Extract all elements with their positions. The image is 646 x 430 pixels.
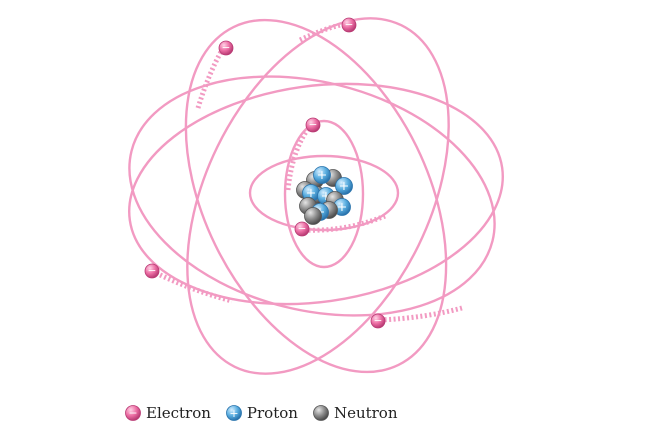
legend: − Electron + Proton Neutron	[124, 402, 412, 424]
svg-text:−: −	[222, 42, 231, 54]
orbit-outer-3	[184, 18, 448, 374]
svg-text:−: −	[128, 407, 137, 420]
legend-proton: + Proton	[225, 404, 298, 422]
svg-text:+: +	[306, 186, 317, 201]
legend-proton-label: Proton	[246, 404, 298, 422]
orbit-group-outer	[128, 17, 504, 375]
trail-inner-bottom	[303, 213, 386, 233]
svg-text:+: +	[339, 179, 350, 194]
trail-left	[150, 268, 233, 304]
svg-text:−: −	[345, 19, 354, 31]
trail-upper-left	[195, 48, 225, 109]
electron-trails	[150, 21, 463, 323]
svg-text:+: +	[229, 407, 238, 420]
orbit-outer-1	[128, 75, 496, 317]
electron-6: −	[370, 313, 386, 329]
svg-text:+: +	[321, 189, 332, 204]
orbit-inner-vertical	[283, 119, 365, 269]
trail-bottom-right	[379, 305, 463, 323]
svg-text:−: −	[374, 315, 383, 327]
legend-neutron: Neutron	[312, 404, 398, 422]
electron-4: −	[294, 221, 310, 237]
neutron-14	[304, 207, 322, 225]
trail-inner-left	[285, 124, 313, 191]
svg-text:−: −	[309, 119, 318, 131]
nucleus: ++++++	[296, 166, 353, 225]
proton-3: +	[313, 166, 331, 184]
svg-text:+: +	[317, 168, 328, 183]
svg-text:−: −	[148, 265, 157, 277]
electron-2: −	[218, 40, 234, 56]
electron-5: −	[144, 263, 160, 279]
legend-electron-label: Electron	[146, 404, 211, 422]
neutron-icon	[313, 405, 329, 421]
legend-neutron-label: Neutron	[333, 404, 398, 422]
electrons: − − − − − −	[144, 17, 386, 329]
electron-icon: −	[125, 405, 141, 421]
svg-text:+: +	[337, 200, 348, 215]
electron-1: −	[341, 17, 357, 33]
proton-icon: +	[226, 405, 242, 421]
svg-text:−: −	[298, 223, 307, 235]
proton-5: +	[335, 177, 353, 195]
orbit-outer-2	[128, 82, 504, 306]
legend-electron: − Electron	[124, 404, 211, 422]
orbit-outer-4	[186, 17, 450, 375]
electron-3: −	[305, 117, 321, 133]
